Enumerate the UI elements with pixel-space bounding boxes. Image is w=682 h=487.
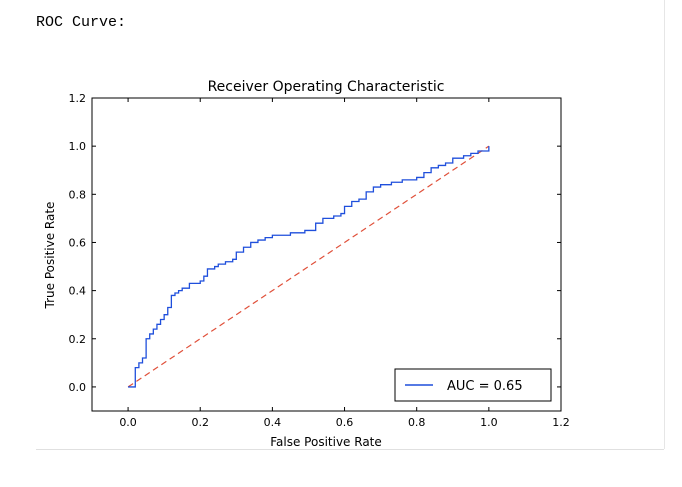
x-tick-label: 0.0 — [119, 416, 137, 429]
x-tick-label: 1.2 — [552, 416, 570, 429]
output-right-border — [664, 0, 665, 449]
y-tick-label: 1.2 — [69, 92, 87, 105]
legend-label: AUC = 0.65 — [447, 379, 523, 394]
y-tick-label: 0.0 — [69, 381, 87, 394]
series-layer — [127, 145, 490, 388]
x-tick-label: 1.0 — [480, 416, 498, 429]
x-tick-label: 0.6 — [336, 416, 354, 429]
output-bottom-border — [36, 449, 664, 450]
y-tick-label: 0.2 — [69, 333, 87, 346]
legend: AUC = 0.65 — [394, 368, 552, 402]
x-tick-label: 0.2 — [191, 416, 209, 429]
x-tick-label: 0.8 — [408, 416, 426, 429]
chart-title: Receiver Operating Characteristic — [208, 79, 445, 95]
y-axis-label: True Positive Rate — [43, 202, 57, 310]
y-tick-label: 0.8 — [69, 188, 87, 201]
y-tick-label: 0.6 — [69, 236, 87, 249]
output-label: ROC Curve: — [36, 14, 127, 31]
ticks-layer: 0.0 0.2 0.4 0.6 0.8 1.0 1.2 0.0 0.2 0.4 0.6 0.8 1.0 1… — [69, 92, 570, 429]
x-axis-label: False Positive Rate — [270, 435, 382, 449]
x-tick-label: 0.4 — [264, 416, 282, 429]
y-tick-label: 0.4 — [69, 285, 87, 298]
plot-area — [91, 97, 562, 412]
roc-curve-line — [128, 146, 490, 388]
y-tick-label: 1.0 — [69, 140, 87, 153]
chance-diagonal-line — [127, 145, 490, 388]
